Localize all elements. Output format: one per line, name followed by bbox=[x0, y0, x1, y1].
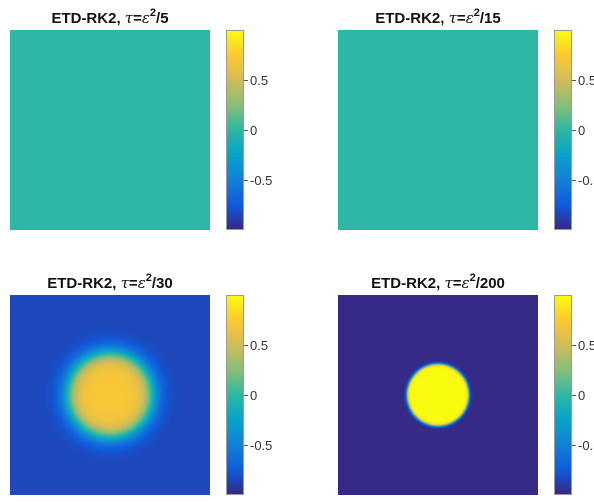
colorbar bbox=[554, 30, 572, 230]
heatmap-plot bbox=[10, 295, 210, 495]
title-epsilon: ε bbox=[137, 274, 146, 292]
colorbar-tick bbox=[244, 80, 248, 81]
colorbar-tick-label: 0.5 bbox=[250, 338, 269, 353]
colorbar-tick-label: -0.5 bbox=[578, 438, 594, 453]
heatmap-plot bbox=[10, 30, 210, 230]
colorbar bbox=[226, 295, 244, 495]
panel-title: ETD-RK2, τ=ε2/200 bbox=[338, 273, 538, 294]
colorbar-tick bbox=[572, 180, 576, 181]
title-tau: τ bbox=[444, 274, 453, 292]
colorbar-tick bbox=[572, 345, 576, 346]
colorbar-tick-label: 0 bbox=[578, 123, 586, 138]
panel-title: ETD-RK2, τ=ε2/30 bbox=[10, 273, 210, 294]
colorbar-tick bbox=[244, 130, 248, 131]
title-scheme: ETD-RK2, bbox=[371, 275, 445, 292]
title-denominator: /30 bbox=[151, 275, 173, 292]
panel-title: ETD-RK2, τ=ε2/5 bbox=[10, 8, 210, 29]
colorbar-tick-label: 0 bbox=[250, 123, 258, 138]
colorbar-tick bbox=[572, 445, 576, 446]
panel-1: ETD-RK2, τ=ε2/5 0.5 0 -0.5 bbox=[10, 8, 300, 238]
title-tau: τ bbox=[124, 9, 134, 27]
title-denominator: /200 bbox=[475, 275, 505, 292]
title-denominator: /5 bbox=[156, 10, 169, 27]
colorbar-tick bbox=[572, 130, 576, 131]
title-epsilon: ε bbox=[141, 9, 150, 27]
colorbar-tick bbox=[572, 80, 576, 81]
panel-title: ETD-RK2, τ=ε2/15 bbox=[338, 8, 538, 29]
title-exponent: 2 bbox=[473, 7, 480, 19]
colorbar-tick bbox=[244, 180, 248, 181]
colorbar bbox=[554, 295, 572, 495]
colorbar-tick-label: 0.5 bbox=[250, 73, 269, 88]
title-equals: = bbox=[133, 10, 142, 27]
colorbar-tick-label: 0.5 bbox=[578, 73, 594, 88]
colorbar-tick-label: -0.5 bbox=[250, 173, 273, 188]
colorbar-tick bbox=[244, 395, 248, 396]
title-tau: τ bbox=[120, 274, 129, 292]
title-tau: τ bbox=[448, 9, 457, 27]
colorbar-tick-label: -0.5 bbox=[578, 173, 594, 188]
colorbar-tick-label: -0.5 bbox=[250, 438, 273, 453]
title-exponent: 2 bbox=[149, 7, 157, 19]
title-denominator: /15 bbox=[479, 10, 501, 27]
title-exponent: 2 bbox=[469, 272, 476, 284]
heatmap-plot bbox=[338, 295, 538, 495]
colorbar-tick bbox=[244, 345, 248, 346]
title-scheme: ETD-RK2, bbox=[375, 10, 449, 27]
heatmap-plot bbox=[338, 30, 538, 230]
panel-3: ETD-RK2, τ=ε2/30 0.5 0 -0.5 bbox=[10, 273, 300, 503]
colorbar-tick-label: 0 bbox=[250, 388, 258, 403]
colorbar bbox=[226, 30, 244, 230]
title-exponent: 2 bbox=[145, 272, 152, 284]
colorbar-tick bbox=[572, 395, 576, 396]
panel-2: ETD-RK2, τ=ε2/15 0.5 0 -0.5 bbox=[338, 8, 594, 238]
title-equals: = bbox=[456, 10, 466, 27]
panel-4: ETD-RK2, τ=ε2/200 0.5 0 -0.5 bbox=[338, 273, 594, 503]
colorbar-tick-label: 0.5 bbox=[578, 338, 594, 353]
title-scheme: ETD-RK2, bbox=[51, 10, 125, 27]
title-epsilon: ε bbox=[461, 274, 470, 292]
title-equals: = bbox=[452, 275, 462, 292]
colorbar-tick bbox=[244, 445, 248, 446]
colorbar-tick-label: 0 bbox=[578, 388, 586, 403]
title-scheme: ETD-RK2, bbox=[47, 275, 121, 292]
title-epsilon: ε bbox=[465, 9, 474, 27]
title-equals: = bbox=[128, 275, 138, 292]
